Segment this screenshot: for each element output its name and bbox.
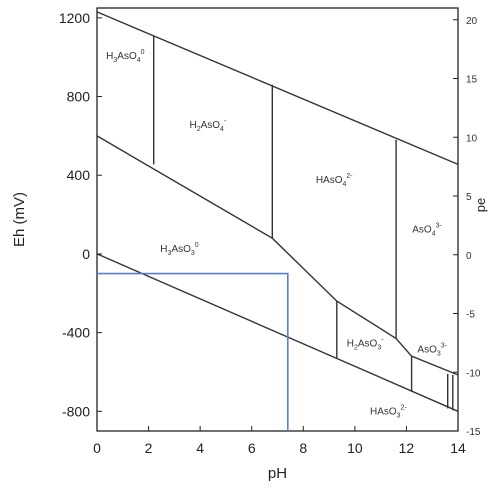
- boundary-line: [96, 135, 459, 376]
- species-label: HAsO42-: [316, 173, 353, 188]
- y2-axis-label: pe: [473, 198, 488, 212]
- y2-tick-label: -5: [466, 310, 475, 321]
- y-axis-label: Eh (mV): [11, 192, 28, 247]
- x-axis-label: pH: [268, 465, 287, 482]
- plot-area-border: [96, 7, 459, 432]
- y2-tick-label: 15: [466, 75, 478, 86]
- y-tick-label: 1200: [59, 10, 90, 26]
- x-tick-label: 8: [299, 440, 307, 456]
- reference-path-line: [97, 272, 289, 431]
- species-label: AsO43-: [412, 222, 442, 237]
- y-tick-label: -400: [62, 325, 90, 341]
- x-tick-label: 12: [399, 440, 415, 456]
- x-tick-label: 6: [248, 440, 256, 456]
- boundary-line: [96, 11, 459, 166]
- y2-tick-label: -15: [466, 427, 481, 438]
- y-tick-label: 0: [82, 246, 90, 262]
- x-tick-label: 0: [93, 440, 101, 456]
- x-tick-label: 14: [450, 440, 466, 456]
- y2-tick-label: -10: [466, 368, 481, 379]
- species-label: H2AsO3-: [347, 336, 385, 351]
- species-labels: H3AsO40 H2AsO4- HAsO42- AsO43- H3AsO30 H2AsO3…: [106, 49, 448, 419]
- y2-tick-label: 0: [466, 251, 472, 262]
- y2-tick-label: 5: [466, 192, 472, 203]
- species-label: H2AsO4-: [189, 118, 227, 133]
- y-tick-label: 400: [67, 167, 91, 183]
- species-label: AsO33-: [417, 342, 447, 357]
- species-label: HAsO32-: [370, 404, 407, 419]
- boundary-lines: [96, 11, 459, 431]
- boundary-line: [96, 253, 459, 412]
- species-label: H3AsO30: [160, 242, 199, 257]
- species-label: H3AsO40: [106, 49, 145, 64]
- x-tick-label: 2: [145, 440, 153, 456]
- y-tick-label: -800: [62, 403, 90, 419]
- x-tick-label: 4: [196, 440, 204, 456]
- x-tick-label: 10: [347, 440, 363, 456]
- axes: 0 2 4 6 8 10 12 14 1200 800 400 0 -400 -800 20 15 10 5 0 -5…: [11, 10, 488, 482]
- y2-tick-label: 10: [466, 133, 478, 144]
- y2-tick-label: 20: [466, 16, 478, 27]
- plot-frame: [96, 7, 459, 432]
- y-tick-label: 800: [67, 89, 91, 105]
